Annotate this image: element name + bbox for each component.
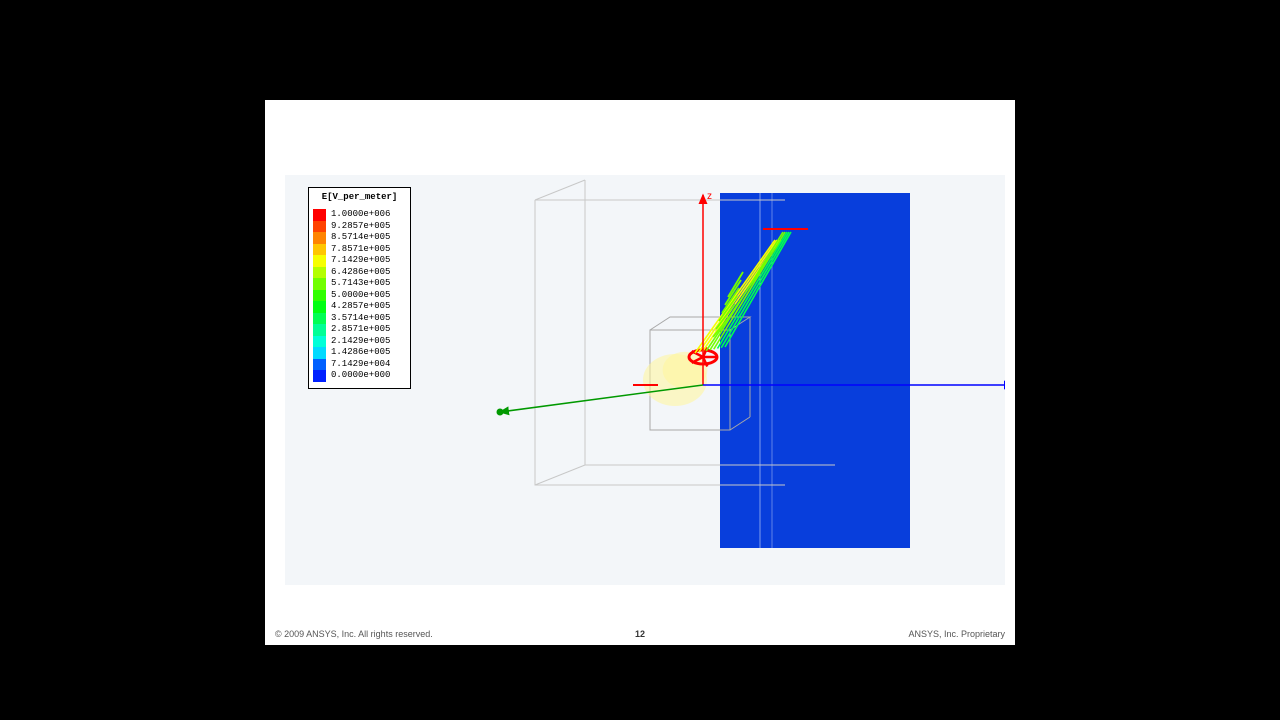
legend-entry: 1.4286e+005 — [313, 347, 406, 359]
legend-entry: 7.1429e+004 — [313, 359, 406, 371]
legend-entry: 7.8571e+005 — [313, 244, 406, 256]
legend-swatch — [313, 324, 326, 336]
legend-value: 5.0000e+005 — [331, 290, 390, 302]
color-legend: E[V_per_meter] 1.0000e+0069.2857e+0058.5… — [308, 187, 411, 389]
legend-entry: 6.4286e+005 — [313, 267, 406, 279]
legend-value: 7.1429e+004 — [331, 359, 390, 371]
legend-swatch — [313, 221, 326, 233]
legend-value: 1.4286e+005 — [331, 347, 390, 359]
legend-entry: 8.5714e+005 — [313, 232, 406, 244]
legend-value: 5.7143e+005 — [331, 278, 390, 290]
legend-title: E[V_per_meter] — [313, 192, 406, 205]
legend-value: 8.5714e+005 — [331, 232, 390, 244]
legend-value: 6.4286e+005 — [331, 267, 390, 279]
legend-swatch — [313, 209, 326, 221]
footer-page-number: 12 — [265, 629, 1015, 639]
legend-value: 4.2857e+005 — [331, 301, 390, 313]
legend-value: 1.0000e+006 — [331, 209, 390, 221]
legend-entry: 9.2857e+005 — [313, 221, 406, 233]
legend-swatch — [313, 359, 326, 371]
legend-swatch — [313, 290, 326, 302]
legend-entry: 1.0000e+006 — [313, 209, 406, 221]
legend-swatch — [313, 232, 326, 244]
legend-value: 7.8571e+005 — [331, 244, 390, 256]
legend-swatch — [313, 301, 326, 313]
legend-entry: 2.1429e+005 — [313, 336, 406, 348]
footer-proprietary: ANSYS, Inc. Proprietary — [908, 629, 1005, 639]
legend-entry: 5.0000e+005 — [313, 290, 406, 302]
slide-content: z E[V_per_meter] 1.0000e+0069.2857e+0058… — [265, 100, 1015, 645]
legend-swatch — [313, 347, 326, 359]
legend-entry: 5.7143e+005 — [313, 278, 406, 290]
legend-swatch — [313, 370, 326, 382]
legend-entry: 4.2857e+005 — [313, 301, 406, 313]
legend-value: 0.0000e+000 — [331, 370, 390, 382]
legend-value: 2.8571e+005 — [331, 324, 390, 336]
legend-swatch — [313, 244, 326, 256]
legend-entry: 3.5714e+005 — [313, 313, 406, 325]
legend-swatch — [313, 313, 326, 325]
legend-entry: 7.1429e+005 — [313, 255, 406, 267]
legend-swatch — [313, 255, 326, 267]
svg-text:z: z — [707, 191, 712, 202]
legend-entry: 0.0000e+000 — [313, 370, 406, 382]
legend-swatch — [313, 267, 326, 279]
legend-swatch — [313, 336, 326, 348]
legend-value: 3.5714e+005 — [331, 313, 390, 325]
legend-value: 9.2857e+005 — [331, 221, 390, 233]
legend-entry: 2.8571e+005 — [313, 324, 406, 336]
legend-value: 2.1429e+005 — [331, 336, 390, 348]
legend-value: 7.1429e+005 — [331, 255, 390, 267]
legend-swatch — [313, 278, 326, 290]
simulation-viewport: z E[V_per_meter] 1.0000e+0069.2857e+0058… — [285, 175, 1005, 585]
